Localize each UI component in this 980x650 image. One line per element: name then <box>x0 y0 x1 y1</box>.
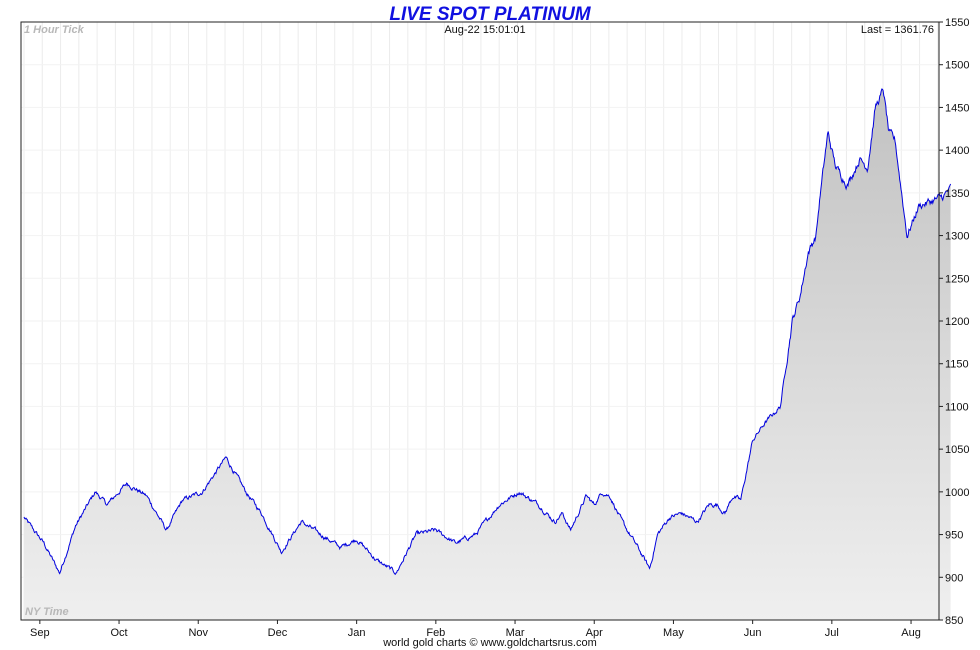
x-tick-label: Apr <box>586 627 603 639</box>
y-tick-label: 1050 <box>945 444 969 456</box>
x-tick-label: Mar <box>506 627 525 639</box>
y-tick-label: 1450 <box>945 102 969 114</box>
y-tick-label: 1250 <box>945 273 969 285</box>
y-tick-label: 1350 <box>945 188 969 200</box>
timestamp-label: Aug-22 15:01:01 <box>444 24 525 36</box>
y-tick-label: 900 <box>945 572 963 584</box>
x-tick-label: Aug <box>901 627 921 639</box>
x-tick-label: May <box>663 627 684 639</box>
x-tick-label: Jun <box>744 627 762 639</box>
x-tick-label: Jul <box>825 627 839 639</box>
chart-title: LIVE SPOT PLATINUM <box>389 4 591 25</box>
y-tick-label: 1550 <box>945 17 969 29</box>
x-tick-label: Feb <box>426 627 445 639</box>
y-tick-label: 950 <box>945 530 963 542</box>
y-axis: 850 900 950 1000 1050 1100 1150 1200 1250 1300 135… <box>939 17 969 627</box>
last-price-label: Last = 1361.76 <box>861 24 934 36</box>
y-tick-label: 1500 <box>945 60 969 72</box>
y-tick-label: 850 <box>945 615 963 627</box>
y-tick-label: 1400 <box>945 145 969 157</box>
price-line <box>23 88 952 576</box>
y-tick-label: 1100 <box>945 401 969 413</box>
x-tick-label: Nov <box>188 627 208 639</box>
x-tick-label: Sep <box>30 627 50 639</box>
price-area <box>24 89 951 620</box>
y-tick-label: 1150 <box>945 359 969 371</box>
x-tick-label: Jan <box>348 627 366 639</box>
credit-label: world gold charts © www.goldchartsrus.co… <box>382 637 597 649</box>
x-tick-label: Oct <box>110 627 127 639</box>
y-tick-label: 1000 <box>945 487 969 499</box>
x-tick-label: Dec <box>268 627 288 639</box>
y-tick-label: 1200 <box>945 316 969 328</box>
y-tick-label: 1300 <box>945 231 969 243</box>
x-axis: Sep Oct Nov Dec Jan Feb Mar Apr May Jun Jul Aug <box>30 620 921 639</box>
time-zone-label: NY Time <box>25 606 69 618</box>
interval-label: 1 Hour Tick <box>24 24 85 36</box>
